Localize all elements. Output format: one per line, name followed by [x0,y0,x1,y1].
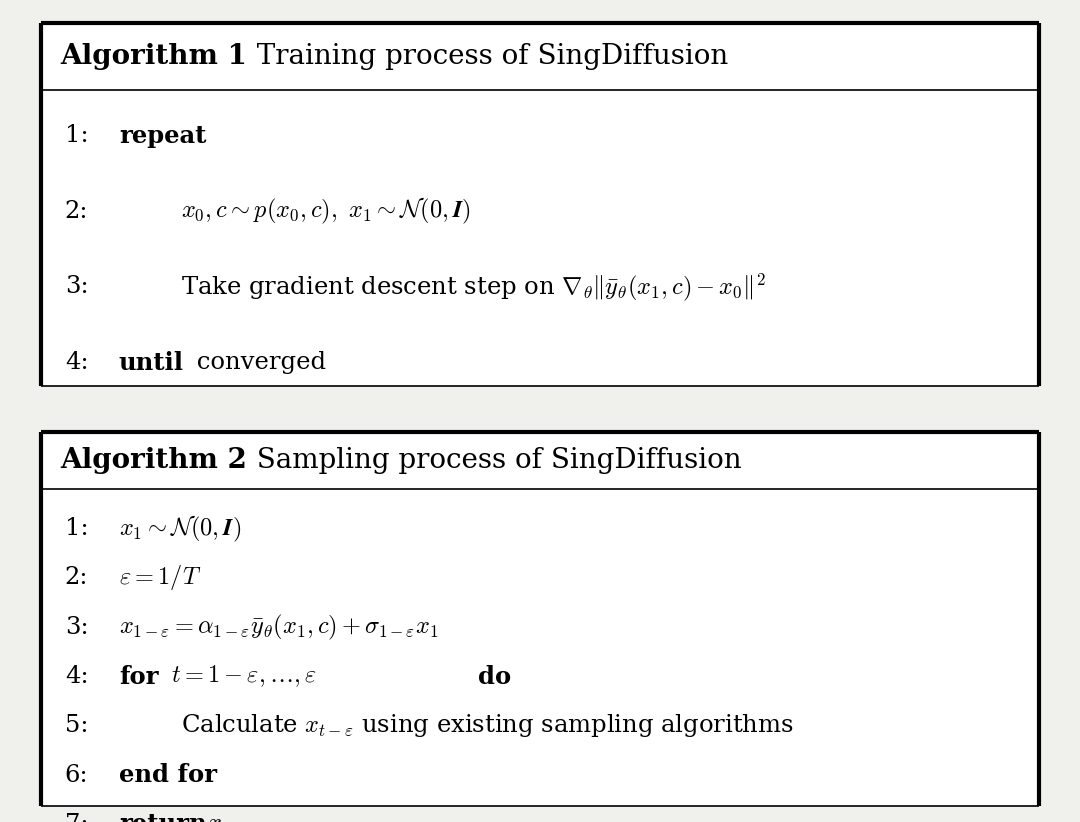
Text: $x_1 \sim \mathcal{N}(\mathbf{0}, \boldsymbol{I})$: $x_1 \sim \mathcal{N}(\mathbf{0}, \bolds… [119,514,241,543]
Text: for: for [119,664,159,689]
Text: $x_0$: $x_0$ [207,813,231,822]
Text: 1:: 1: [65,124,89,147]
Text: $t = 1 - \varepsilon, \ldots, \varepsilon$: $t = 1 - \varepsilon, \ldots, \varepsilo… [171,663,316,690]
Text: $\varepsilon = 1/T$: $\varepsilon = 1/T$ [119,563,201,593]
Text: Sampling process of SingDiffusion: Sampling process of SingDiffusion [239,447,741,473]
Text: 4:: 4: [65,665,89,688]
Text: Take gradient descent step on $\nabla_\theta \|\bar{y}_\theta(x_1, c) - x_0\|^2$: Take gradient descent step on $\nabla_\t… [181,271,766,302]
Text: 7:: 7: [65,813,89,822]
Text: until: until [119,350,184,375]
Text: end for: end for [119,763,217,787]
Text: Algorithm 1: Algorithm 1 [60,44,247,70]
Text: Algorithm 2: Algorithm 2 [60,447,247,473]
Text: 2:: 2: [65,200,89,223]
Text: Training process of SingDiffusion: Training process of SingDiffusion [239,44,728,70]
Bar [41,23,1039,386]
Text: $x_0, c \sim p(x_0, c),\ x_1 \sim \mathcal{N}(\mathbf{0}, \boldsymbol{I})$: $x_0, c \sim p(x_0, c),\ x_1 \sim \mathc… [181,196,471,226]
Text: 3:: 3: [65,616,89,639]
Bar [41,432,1039,806]
Text: 6:: 6: [65,764,89,787]
Text: $x_{1-\varepsilon} = \alpha_{1-\varepsilon}\bar{y}_\theta(x_1, c) + \sigma_{1-\v: $x_{1-\varepsilon} = \alpha_{1-\varepsil… [119,612,438,642]
Text: 2:: 2: [65,566,89,589]
Text: converged: converged [189,351,326,374]
Text: 3:: 3: [65,275,89,298]
Text: repeat: repeat [119,123,206,148]
Text: Calculate $x_{t-\varepsilon}$ using existing sampling algorithms: Calculate $x_{t-\varepsilon}$ using exis… [181,713,794,739]
Text: 5:: 5: [65,714,89,737]
Text: 4:: 4: [65,351,89,374]
Text: 1:: 1: [65,517,89,540]
Text: do: do [478,664,512,689]
Text: return: return [119,812,206,822]
